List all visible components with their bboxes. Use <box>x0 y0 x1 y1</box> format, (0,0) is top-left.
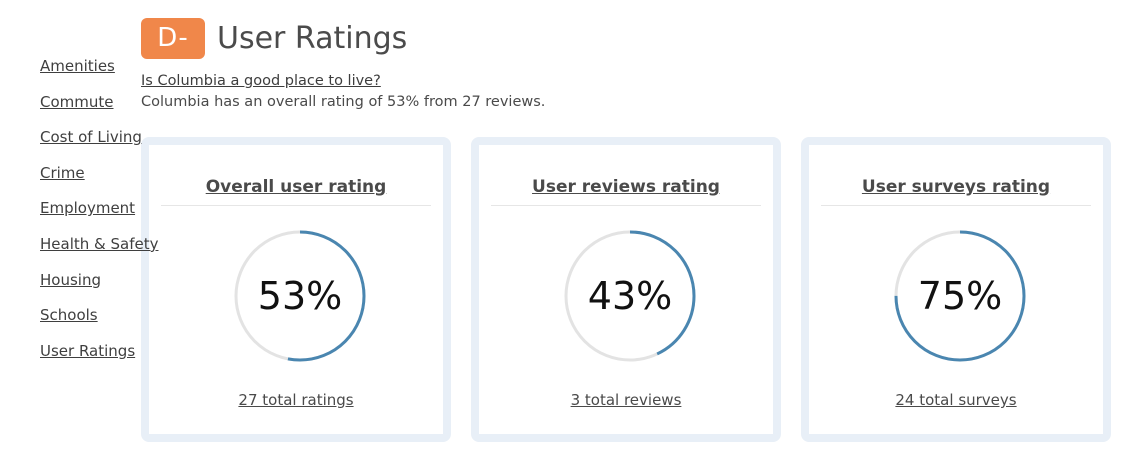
reviews-rating-card: User reviews rating 43% 3 total reviews <box>471 137 781 442</box>
nav-link-schools[interactable]: Schools <box>40 306 98 325</box>
card-footer-link[interactable]: 24 total surveys <box>895 391 1017 409</box>
rating-gauge: 53% <box>233 229 367 363</box>
gauge-fill <box>894 230 1026 362</box>
nav-item-housing: Housing <box>40 270 158 306</box>
gauge-value: 53% <box>257 274 343 318</box>
gauge-ring <box>564 230 696 362</box>
nav-link-amenities[interactable]: Amenities <box>40 57 115 75</box>
card-footer-link[interactable]: 3 total reviews <box>570 391 682 409</box>
card-divider <box>491 205 761 206</box>
card-title[interactable]: User surveys rating <box>861 177 1051 197</box>
nav-link-commute[interactable]: Commute <box>40 92 114 111</box>
card-title[interactable]: Overall user rating <box>205 177 387 197</box>
gauge-fill <box>234 230 366 362</box>
question-link[interactable]: Is Columbia a good place to live? <box>141 73 381 89</box>
card-divider <box>161 205 431 206</box>
nav-item-commute: Commute <box>40 92 158 128</box>
nav-item-user-ratings: User Ratings <box>40 341 158 377</box>
card-footer-link[interactable]: 27 total ratings <box>238 391 354 409</box>
nav-link-employment[interactable]: Employment <box>40 199 136 218</box>
card-divider <box>821 205 1091 206</box>
gauge-fill <box>564 230 696 362</box>
nav-item-schools: Schools <box>40 305 158 341</box>
page-title: User Ratings <box>217 21 408 56</box>
rating-summary: Columbia has an overall rating of 53% fr… <box>141 94 546 110</box>
nav-link-user-ratings[interactable]: User Ratings <box>40 341 136 360</box>
gauge-value: 43% <box>587 274 673 318</box>
gauge-ring <box>894 230 1026 362</box>
card-title[interactable]: User reviews rating <box>532 177 720 197</box>
nav-link-crime[interactable]: Crime <box>40 163 85 182</box>
gauge-value: 75% <box>917 274 1003 318</box>
nav-item-crime: Crime <box>40 163 158 199</box>
nav-item-employment: Employment <box>40 198 158 234</box>
overall-rating-card: Overall user rating 53% 27 total ratings <box>141 137 451 442</box>
rating-gauge: 75% <box>893 229 1027 363</box>
side-nav: Amenities Commute Cost of Living Crime E… <box>40 56 158 376</box>
gauge-ring <box>234 230 366 362</box>
grade-badge: D- <box>141 18 205 59</box>
nav-link-housing[interactable]: Housing <box>40 270 101 289</box>
nav-link-health-safety[interactable]: Health & Safety <box>40 234 159 253</box>
rating-gauge: 43% <box>563 229 697 363</box>
nav-item-health-safety: Health & Safety <box>40 234 158 270</box>
nav-link-cost-of-living[interactable]: Cost of Living <box>40 128 142 147</box>
surveys-rating-card: User surveys rating 75% 24 total surveys <box>801 137 1111 442</box>
nav-item-cost-of-living: Cost of Living <box>40 127 158 163</box>
nav-item-amenities: Amenities <box>40 56 158 92</box>
